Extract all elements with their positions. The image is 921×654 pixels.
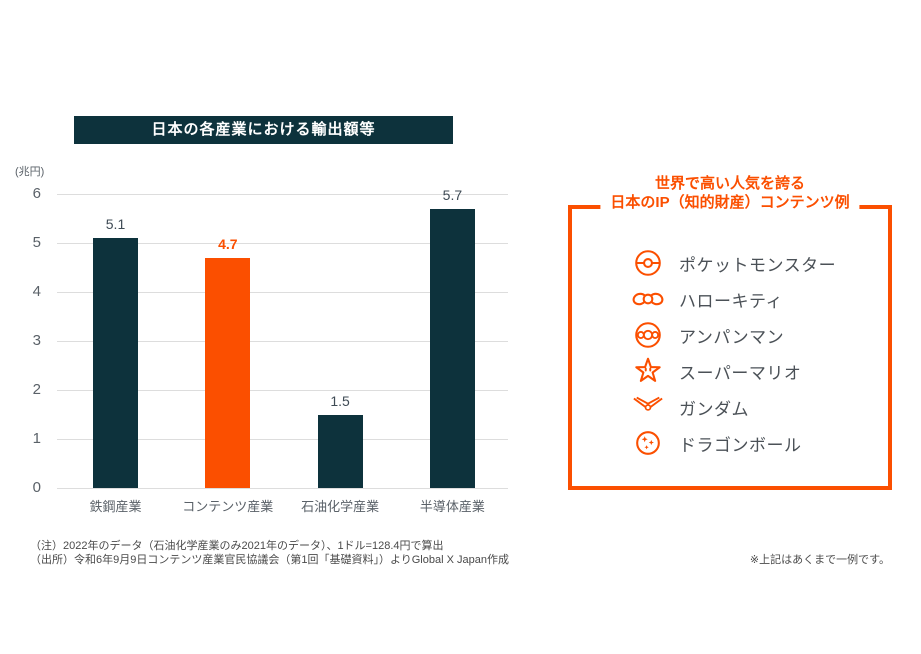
gridline (57, 193, 508, 195)
y-axis-tick: 5 (32, 234, 41, 251)
y-axis-unit-label: (兆円) (15, 166, 45, 178)
bar (205, 257, 251, 488)
ip-panel-title-line1: 世界で高い人気を誇る (654, 175, 805, 192)
x-axis-category-label: 石油化学産業 (301, 499, 380, 514)
ip-item-label: ドラゴンボール (679, 435, 802, 455)
y-axis-tick: 0 (32, 479, 41, 496)
bar-value-label: 4.7 (218, 235, 238, 252)
gridline (57, 487, 508, 489)
gridline (57, 291, 508, 293)
bar (317, 414, 363, 488)
x-axis-category-label: コンテンツ産業 (182, 499, 274, 514)
bar-value-label: 1.5 (330, 392, 350, 409)
bar-value-label: 5.7 (442, 186, 463, 203)
ip-list-item: ポケットモンスター (572, 245, 888, 281)
x-axis-category-label: 鉄鋼産業 (89, 499, 142, 514)
gridline (57, 242, 508, 244)
ip-list: ポケットモンスター ハローキティ アンパンマン スーパーマリオ ガンダムドラゴンボール (572, 209, 888, 461)
chart-plot: 0 1 2 3 4 5 6 5.1 鉄鋼産業 4.7 コンテンツ産業 1.5 石油化学産業 5.7 半導体産… (33, 185, 508, 514)
y-axis-tick: 6 (32, 185, 41, 202)
footnote: （注）2022年のデータ（石油化学産業のみ2021年のデータ）、1ドル=128.… (30, 540, 509, 567)
ip-item-label: ハローキティ (679, 291, 783, 311)
ip-list-item: ハローキティ (572, 281, 888, 317)
ip-item-label: アンパンマン (679, 327, 785, 347)
ip-list-item: ガンダム (572, 389, 888, 425)
y-axis-tick: 4 (32, 283, 41, 300)
ip-panel-side-note: ※上記はあくまで一例です。 (749, 554, 890, 566)
mario-star-icon (632, 355, 664, 387)
bar-value-label: 5.1 (105, 216, 126, 233)
pokeball-icon (632, 247, 664, 279)
gridline (57, 340, 508, 342)
y-axis-tick: 1 (32, 430, 41, 447)
gundam-vfin-icon (632, 391, 664, 423)
footnote-note: （注）2022年のデータ（石油化学産業のみ2021年のデータ）、1ドル=128.… (30, 540, 444, 552)
ip-panel-title-line2: 日本のIP（知的財産）コンテンツ例 (610, 194, 850, 211)
ip-list-item: スーパーマリオ (572, 353, 888, 389)
footnote-source: （出所）令和6年9月9日コンテンツ産業官民協議会（第1回「基礎資料」）よりGlo… (30, 553, 509, 566)
ip-examples-panel: 世界で高い人気を誇る 日本のIP（知的財産）コンテンツ例 ポケットモンスター ハロ… (568, 174, 892, 490)
bar (429, 208, 475, 488)
ip-panel-title: 世界で高い人気を誇る 日本のIP（知的財産）コンテンツ例 (600, 174, 860, 212)
y-axis-tick: 3 (32, 332, 41, 349)
ip-item-label: ガンダム (679, 399, 749, 419)
gridline (57, 389, 508, 391)
ip-item-label: ポケットモンスター (679, 255, 837, 275)
ip-item-label: スーパーマリオ (679, 363, 802, 383)
anpanman-icon (632, 319, 664, 351)
gridline (57, 438, 508, 440)
kitty-bow-icon (632, 283, 664, 315)
ip-list-item: ドラゴンボール (572, 425, 888, 461)
x-axis-category-label: 半導体産業 (419, 499, 485, 514)
ip-list-item: アンパンマン (572, 317, 888, 353)
chart-title-banner: 日本の各産業における輸出額等 (74, 116, 453, 144)
y-axis-tick: 2 (32, 381, 41, 398)
dragonball-icon (632, 427, 664, 459)
bar (93, 238, 138, 488)
